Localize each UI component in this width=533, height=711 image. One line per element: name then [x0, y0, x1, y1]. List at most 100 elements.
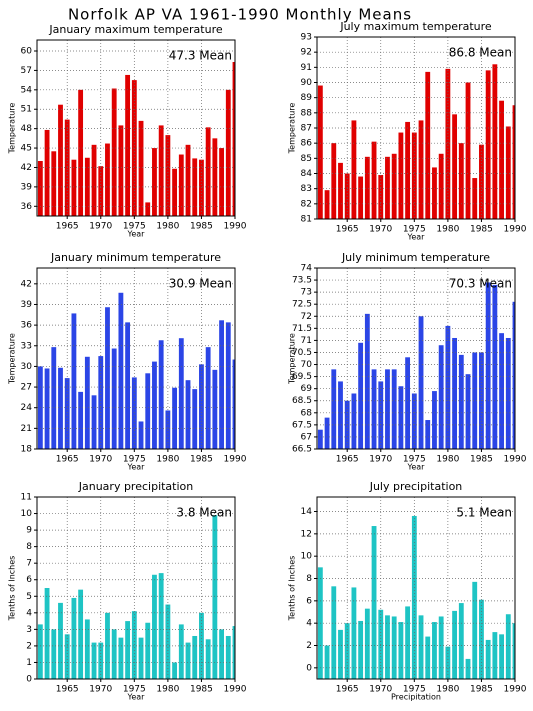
bar [51, 347, 57, 449]
bar [499, 634, 504, 679]
bar [225, 322, 231, 449]
bar [44, 129, 50, 216]
bar [492, 284, 498, 449]
y-tick-label: 54 [21, 85, 33, 95]
bar [118, 637, 124, 679]
bar [432, 167, 437, 219]
bar [411, 515, 417, 679]
bar [138, 637, 144, 679]
y-tick-label: 72.5 [292, 300, 312, 310]
bar [111, 88, 117, 216]
y-axis-label: Tenths of Inches [8, 556, 17, 622]
y-tick-label: 3 [26, 625, 32, 635]
y-tick-label: 36 [21, 321, 33, 331]
bar [358, 176, 364, 219]
bar [232, 62, 235, 216]
bar [232, 359, 235, 449]
bar [465, 374, 471, 449]
bar [358, 342, 364, 449]
panel-title: July precipitation [369, 480, 463, 493]
bar [51, 151, 57, 216]
y-tick-label: 83 [301, 184, 312, 194]
bar [398, 386, 404, 449]
bar [418, 120, 424, 219]
x-tick-label: 1975 [403, 225, 426, 235]
y-axis-label: Temperature [288, 103, 297, 155]
bar [385, 156, 390, 219]
mean-annotation: 86.8 Mean [449, 46, 512, 60]
bar [165, 410, 171, 449]
bar [98, 166, 104, 216]
x-tick-label: 1975 [123, 685, 146, 695]
bar [505, 337, 511, 449]
bar [505, 126, 511, 219]
bar [425, 420, 431, 449]
bar [91, 395, 97, 449]
bar [438, 616, 444, 679]
bar [212, 515, 218, 679]
x-tick-label: 1970 [369, 225, 392, 235]
bar [505, 614, 511, 679]
x-tick-label: 1965 [56, 685, 79, 695]
bar [232, 626, 235, 679]
bar [131, 611, 137, 679]
bar [445, 325, 451, 449]
bar [131, 377, 137, 449]
y-tick-label: 4 [26, 608, 32, 618]
y-tick-label: 86 [301, 139, 313, 149]
panel-title: January precipitation [78, 480, 194, 493]
bar [391, 616, 397, 679]
bar [125, 621, 131, 679]
bar [331, 586, 337, 679]
bar [158, 340, 164, 449]
bar [145, 202, 151, 216]
x-axis-label: Year [127, 230, 146, 239]
bars [317, 282, 515, 449]
y-tick-label: 92 [301, 48, 312, 58]
bar [385, 615, 390, 679]
bar [438, 345, 444, 449]
y-tick-label: 70.5 [292, 348, 312, 358]
bar [64, 378, 70, 449]
bar [485, 639, 491, 679]
y-tick-label: 60 [21, 47, 33, 57]
x-axis-label: Year [127, 463, 146, 472]
bar [145, 622, 151, 679]
bar [192, 635, 198, 679]
bar [485, 70, 491, 219]
bar [438, 153, 444, 219]
y-tick-label: 2 [26, 641, 32, 651]
bar [78, 391, 84, 449]
bar [199, 612, 204, 679]
bar [351, 587, 357, 679]
x-tick-label: 1970 [89, 455, 112, 465]
plot-frame [316, 267, 516, 450]
page-title: Norfolk AP VA 1961-1990 Monthly Means [68, 6, 412, 24]
bar [125, 74, 131, 216]
y-tick-label: 39 [21, 300, 33, 310]
bar [512, 623, 515, 679]
bar [405, 357, 411, 449]
x-tick-label: 1980 [436, 685, 459, 695]
y-tick-label: 10 [301, 552, 313, 562]
bar [398, 622, 404, 679]
mean-annotation: 47.3 Mean [169, 49, 232, 63]
bar [418, 615, 424, 679]
bar [205, 127, 211, 216]
bar [105, 143, 110, 216]
bar [432, 622, 437, 679]
x-tick-label: 1990 [504, 685, 527, 695]
bar [178, 154, 184, 216]
x-tick-label: 1975 [123, 455, 146, 465]
x-axis-label: Year [127, 693, 146, 702]
y-tick-label: 7 [26, 559, 32, 569]
bar [364, 156, 370, 219]
bar [152, 148, 157, 216]
x-axis-label: Precipitation [391, 693, 441, 702]
panel-title: January maximum temperature [48, 23, 222, 36]
y-tick-label: 68.5 [292, 396, 312, 406]
y-tick-label: 4 [306, 619, 312, 629]
bar [78, 89, 84, 216]
y-tick-label: 21 [21, 424, 32, 434]
